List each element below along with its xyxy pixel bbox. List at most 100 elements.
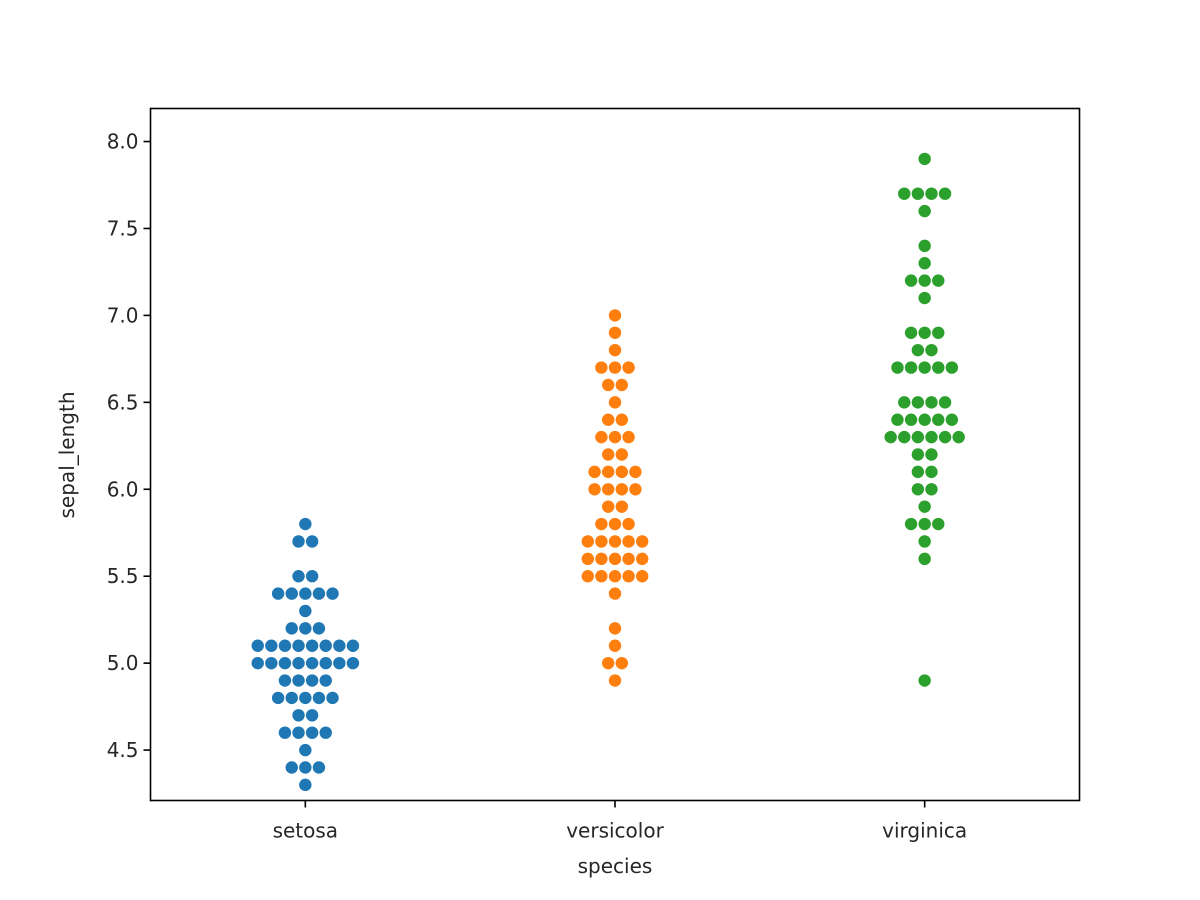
data-point-versicolor bbox=[602, 413, 615, 426]
data-point-virginica bbox=[918, 674, 931, 687]
data-point-versicolor bbox=[595, 535, 608, 548]
x-tick-label-versicolor: versicolor bbox=[566, 819, 664, 843]
data-point-setosa bbox=[312, 761, 326, 774]
data-point-setosa bbox=[319, 639, 332, 652]
data-point-virginica bbox=[918, 152, 931, 166]
data-point-setosa bbox=[285, 691, 298, 705]
data-point-setosa bbox=[326, 691, 339, 705]
data-point-versicolor bbox=[608, 622, 622, 635]
y-axis-label: sepal_length bbox=[55, 392, 79, 519]
data-point-versicolor bbox=[615, 448, 628, 461]
data-point-setosa bbox=[305, 570, 319, 583]
data-point-virginica bbox=[925, 448, 938, 461]
y-tick-label: 6.5 bbox=[107, 390, 139, 414]
data-point-virginica bbox=[932, 326, 945, 339]
data-point-versicolor bbox=[581, 552, 594, 566]
data-point-setosa bbox=[326, 587, 339, 600]
data-point-virginica bbox=[891, 361, 904, 374]
data-point-versicolor bbox=[622, 361, 635, 374]
data-point-setosa bbox=[292, 709, 305, 722]
data-point-virginica bbox=[925, 465, 938, 479]
data-point-versicolor bbox=[615, 465, 628, 479]
y-tick-label: 7.5 bbox=[107, 216, 139, 240]
data-point-virginica bbox=[918, 361, 931, 374]
data-point-virginica bbox=[938, 430, 952, 444]
data-point-virginica bbox=[898, 187, 911, 200]
x-tick-label-setosa: setosa bbox=[273, 819, 338, 843]
data-point-versicolor bbox=[615, 483, 628, 496]
data-point-setosa bbox=[292, 674, 305, 687]
data-point-setosa bbox=[333, 656, 346, 670]
data-point-virginica bbox=[938, 187, 952, 200]
data-point-virginica bbox=[918, 274, 931, 287]
data-point-virginica bbox=[945, 361, 959, 374]
data-point-versicolor bbox=[636, 570, 649, 583]
data-point-virginica bbox=[911, 396, 925, 409]
data-point-virginica bbox=[938, 396, 952, 409]
data-point-versicolor bbox=[608, 430, 622, 444]
y-tick-label: 7.0 bbox=[107, 303, 139, 327]
data-point-versicolor bbox=[608, 587, 622, 600]
data-point-setosa bbox=[319, 656, 332, 670]
data-point-virginica bbox=[904, 413, 918, 426]
x-axis: setosa versicolor virginica bbox=[273, 800, 967, 843]
data-point-virginica bbox=[911, 343, 925, 357]
data-point-versicolor bbox=[595, 430, 608, 444]
data-point-setosa bbox=[346, 656, 360, 670]
data-point-setosa bbox=[292, 570, 305, 583]
data-point-setosa bbox=[278, 726, 292, 739]
data-point-versicolor bbox=[602, 500, 615, 513]
data-point-setosa bbox=[285, 761, 298, 774]
data-point-setosa bbox=[265, 639, 278, 652]
data-point-versicolor bbox=[595, 552, 608, 566]
data-point-virginica bbox=[932, 413, 945, 426]
data-point-setosa bbox=[346, 639, 360, 652]
data-points bbox=[251, 152, 965, 792]
data-point-versicolor bbox=[622, 535, 635, 548]
data-point-virginica bbox=[918, 239, 931, 253]
data-point-virginica bbox=[898, 430, 911, 444]
data-point-setosa bbox=[285, 587, 298, 600]
data-point-virginica bbox=[911, 187, 925, 200]
data-point-versicolor bbox=[581, 535, 594, 548]
data-point-setosa bbox=[271, 691, 285, 705]
data-point-versicolor bbox=[615, 656, 628, 670]
data-point-virginica bbox=[925, 187, 938, 200]
data-point-versicolor bbox=[622, 570, 635, 583]
data-point-virginica bbox=[918, 326, 931, 339]
data-point-setosa bbox=[333, 639, 346, 652]
data-point-virginica bbox=[911, 430, 925, 444]
data-point-setosa bbox=[299, 587, 312, 600]
data-point-versicolor bbox=[608, 639, 622, 652]
data-point-setosa bbox=[305, 726, 319, 739]
data-point-versicolor bbox=[622, 517, 635, 531]
data-point-virginica bbox=[918, 413, 931, 426]
y-tick-label: 5.5 bbox=[107, 564, 139, 588]
data-point-versicolor bbox=[595, 517, 608, 531]
data-point-versicolor bbox=[636, 535, 649, 548]
data-point-setosa bbox=[278, 639, 292, 652]
data-point-versicolor bbox=[595, 570, 608, 583]
data-point-setosa bbox=[319, 674, 332, 687]
data-point-versicolor bbox=[608, 396, 622, 409]
data-point-setosa bbox=[299, 743, 312, 757]
data-point-versicolor bbox=[588, 483, 601, 496]
data-point-versicolor bbox=[602, 378, 615, 392]
data-point-setosa bbox=[305, 709, 319, 722]
data-point-virginica bbox=[932, 517, 945, 531]
data-point-setosa bbox=[299, 604, 312, 618]
data-point-virginica bbox=[911, 483, 925, 496]
data-point-versicolor bbox=[588, 465, 601, 479]
data-point-virginica bbox=[904, 326, 918, 339]
data-point-versicolor bbox=[608, 326, 622, 339]
data-point-versicolor bbox=[615, 500, 628, 513]
data-point-setosa bbox=[305, 535, 319, 548]
data-point-setosa bbox=[305, 656, 319, 670]
data-point-virginica bbox=[945, 413, 959, 426]
data-point-versicolor bbox=[622, 430, 635, 444]
data-point-setosa bbox=[292, 535, 305, 548]
data-point-versicolor bbox=[615, 378, 628, 392]
data-point-versicolor bbox=[608, 343, 622, 357]
data-point-versicolor bbox=[608, 552, 622, 566]
data-point-setosa bbox=[299, 691, 312, 705]
